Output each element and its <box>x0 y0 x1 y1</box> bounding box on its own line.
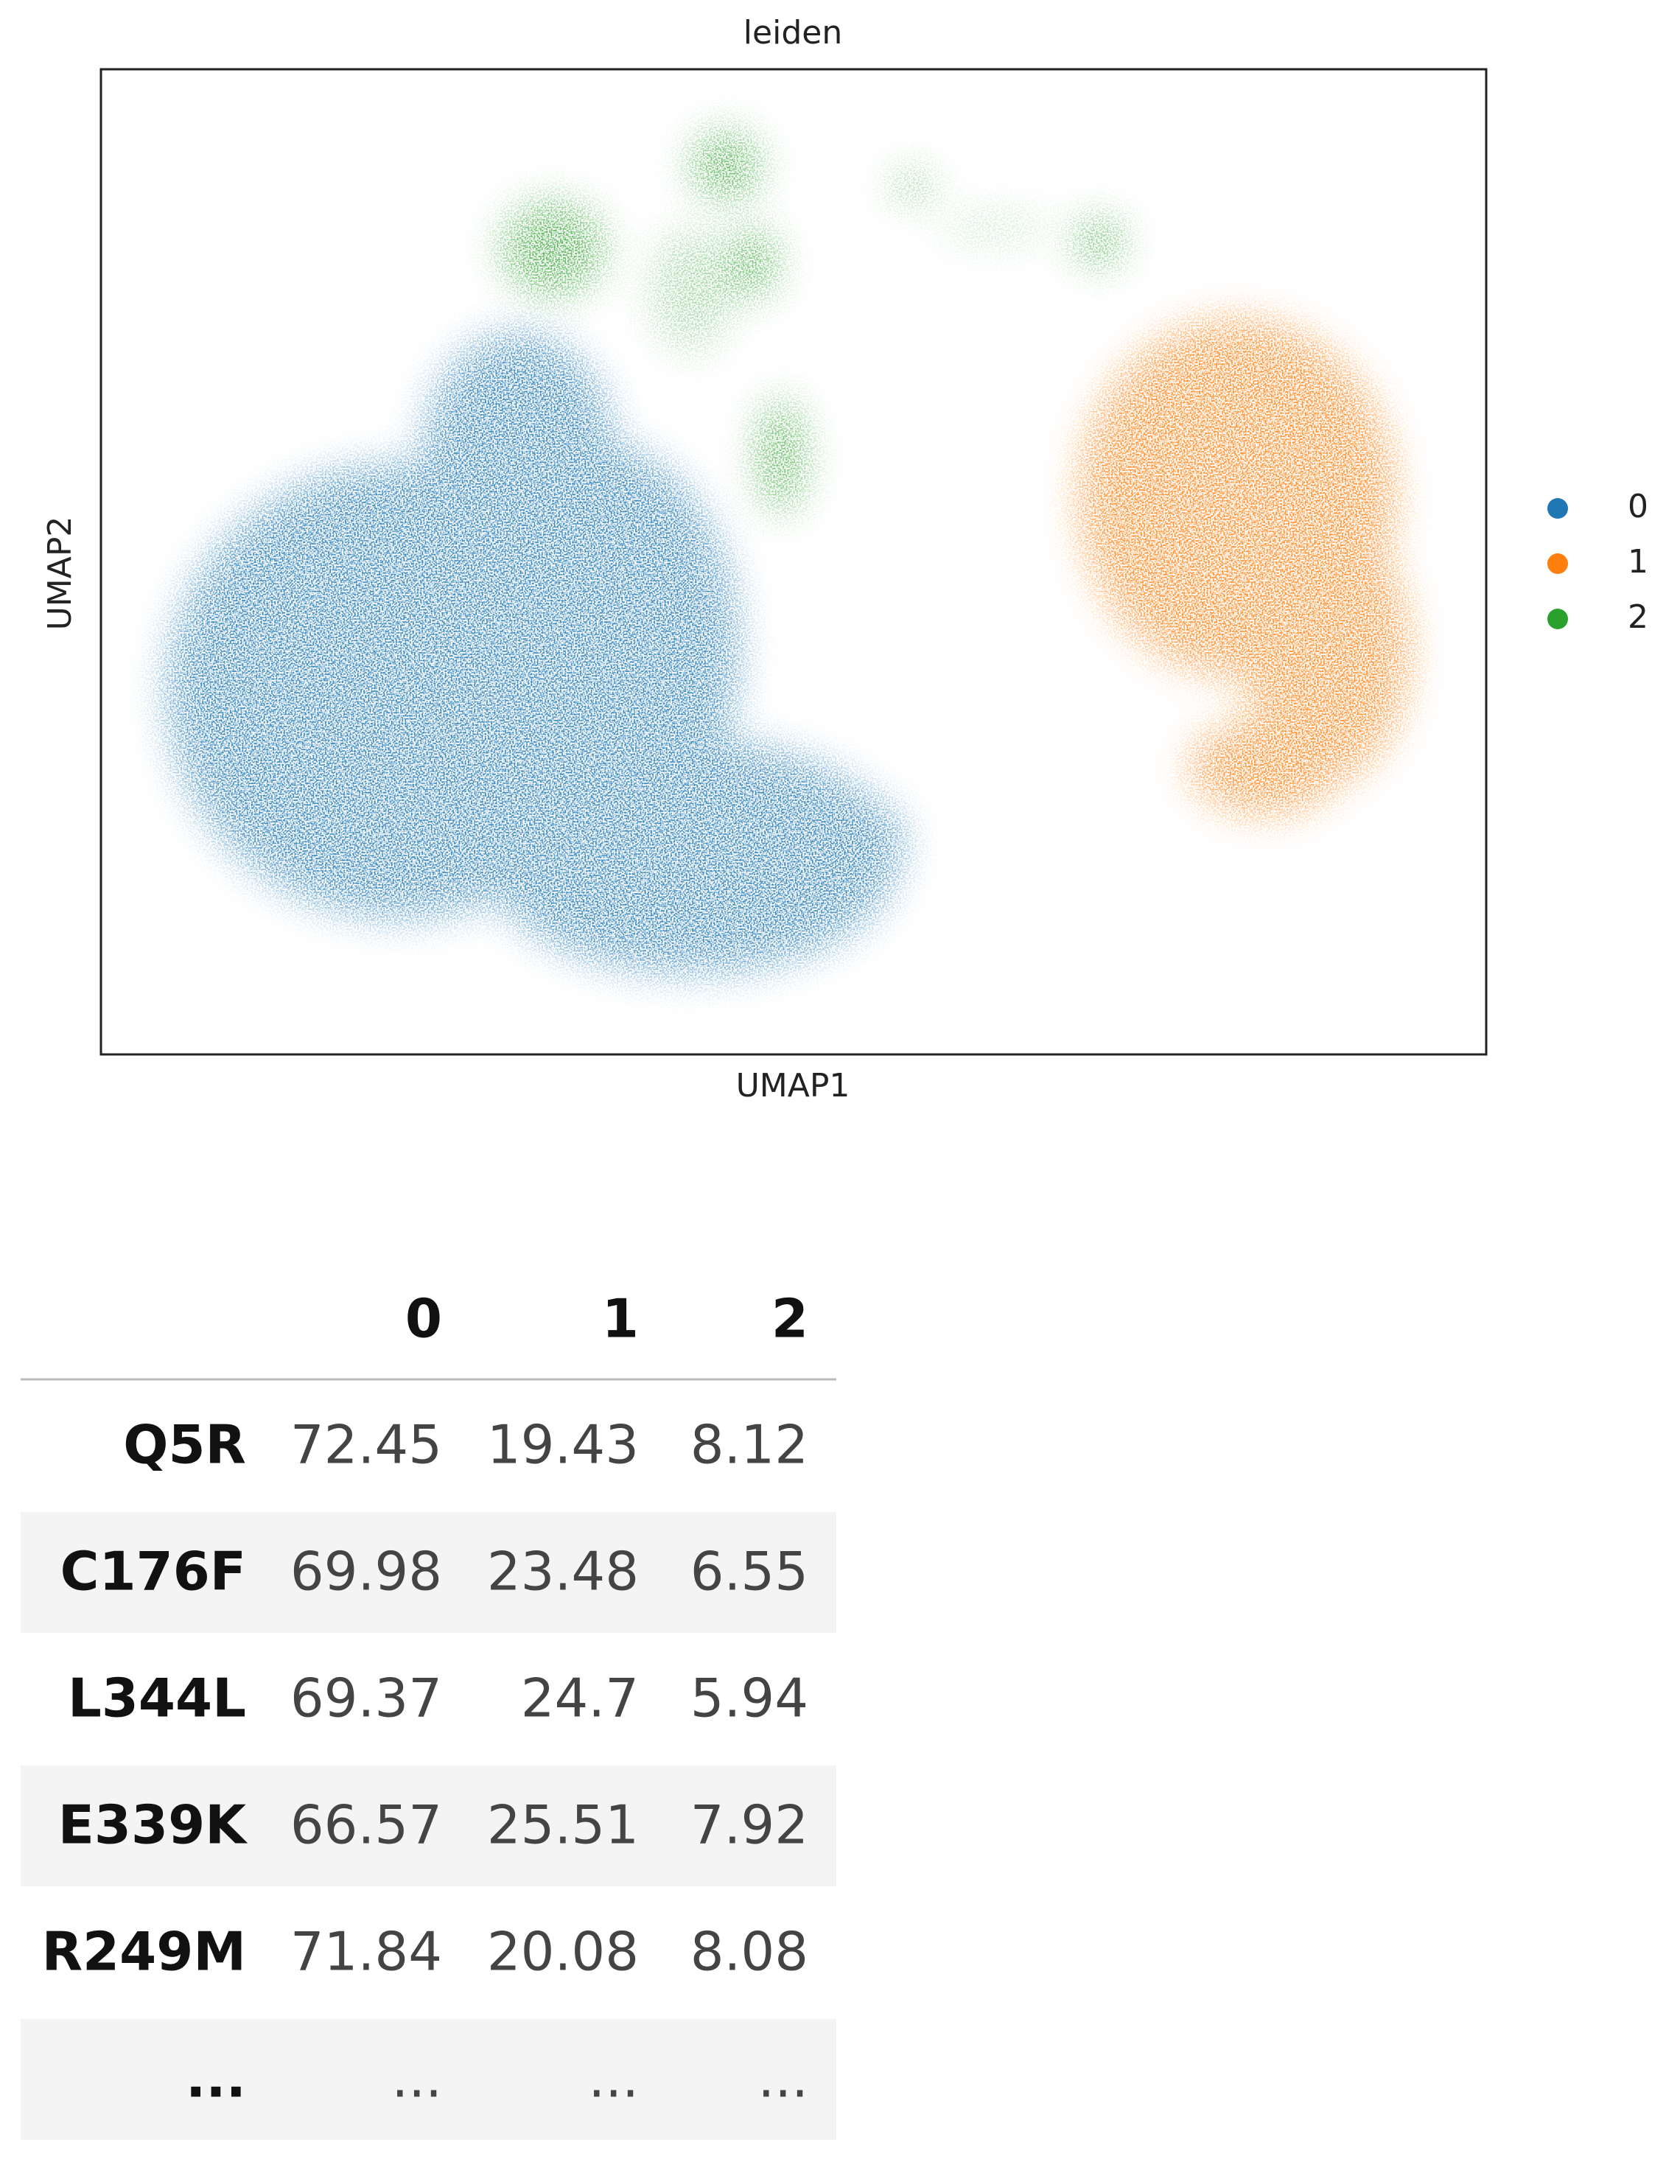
row-stripe <box>21 1765 836 1886</box>
row-header: Q5R <box>123 1414 246 1476</box>
table-cell: 7.92 <box>690 1794 808 1856</box>
legend-label: 1 <box>1628 543 1648 581</box>
row-header: ... <box>186 2048 246 2110</box>
legend-marker <box>1547 609 1568 629</box>
scatter-clouds <box>166 130 1410 975</box>
cluster-cloud <box>1078 318 1410 816</box>
cluster-cloud <box>166 332 906 975</box>
table-cell: 69.37 <box>290 1667 442 1729</box>
table-cell: 71.84 <box>290 1921 442 1983</box>
table-cell: ... <box>391 2048 442 2110</box>
table-cell: 69.98 <box>290 1541 442 1603</box>
table-cell: ... <box>757 2048 808 2110</box>
legend: 0 1 2 <box>1547 488 1648 636</box>
row-header: E339K <box>58 1794 248 1856</box>
cluster-cloud <box>500 130 1124 514</box>
row-stripe <box>21 2019 836 2140</box>
table-cell: 8.08 <box>690 1921 808 1983</box>
table-cell: 24.7 <box>521 1667 639 1729</box>
table: 0 1 2 Q5R 72.45 19.43 8.12 C176F 69.98 23.48 6.55 L… <box>21 1288 836 2140</box>
table-cell: 72.45 <box>290 1414 442 1476</box>
legend-label: 2 <box>1628 598 1648 636</box>
x-axis-label: UMAP1 <box>736 1067 850 1105</box>
column-header: 1 <box>602 1288 639 1350</box>
plot-title: leiden <box>743 14 842 52</box>
row-header: R249M <box>42 1921 246 1983</box>
legend-marker <box>1547 553 1568 574</box>
table-cell: ... <box>588 2048 639 2110</box>
table-cell: 19.43 <box>487 1414 639 1476</box>
table-cell: 6.55 <box>690 1541 808 1603</box>
legend-label: 0 <box>1628 488 1648 525</box>
table-cell: 8.12 <box>690 1414 808 1476</box>
row-stripe <box>21 1512 836 1633</box>
column-header: 2 <box>771 1288 808 1350</box>
column-header: 0 <box>405 1288 442 1350</box>
table-cell: 5.94 <box>690 1667 808 1729</box>
table-cell: 66.57 <box>290 1794 442 1856</box>
table-cell: 25.51 <box>487 1794 639 1856</box>
table-cell: 23.48 <box>487 1541 639 1603</box>
row-header: C176F <box>60 1541 246 1603</box>
plot-frame <box>99 68 1488 1056</box>
row-header: L344L <box>68 1667 246 1729</box>
legend-marker <box>1547 498 1568 519</box>
y-axis-label: UMAP2 <box>41 517 79 631</box>
table-cell: 20.08 <box>487 1921 639 1983</box>
